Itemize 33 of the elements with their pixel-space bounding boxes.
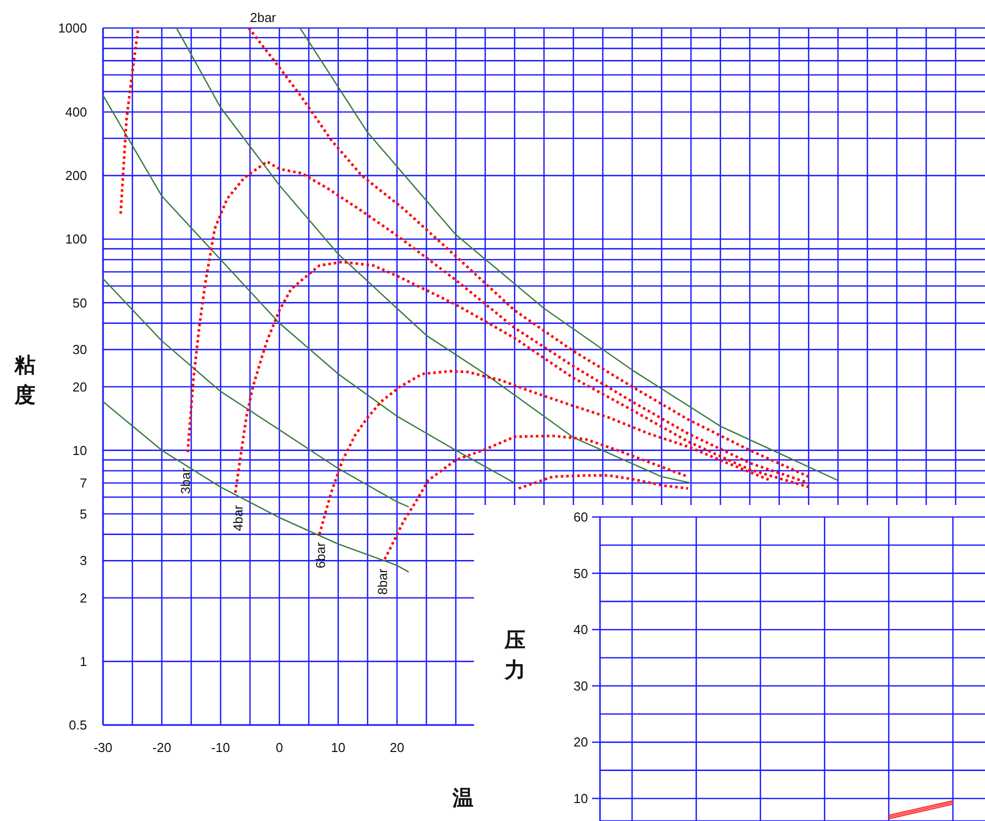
annotation: 8bar — [374, 568, 390, 595]
y-tick-label: 100 — [65, 232, 87, 247]
y-tick-label: 400 — [65, 104, 87, 120]
x-tick-label: -20 — [152, 740, 172, 755]
y-tick-label: 60 — [574, 510, 588, 525]
y-tick-label: 0.5 — [68, 718, 87, 733]
annotation: 4bar — [230, 504, 246, 532]
x-tick-label: 10 — [330, 740, 346, 755]
x-tick-label: 20 — [390, 740, 404, 755]
y-tick-label: 30 — [72, 342, 87, 358]
x-axis-title: 温 — [452, 786, 474, 810]
y-tick-label: 20 — [72, 379, 87, 394]
annotation: 3bar — [178, 467, 193, 494]
y-tick-label: 10 — [72, 442, 87, 458]
text: 2bar — [250, 10, 277, 25]
y-tick-label: 2 — [80, 590, 87, 606]
y-tick-label: 7 — [80, 476, 87, 491]
x-tick-label: 0 — [276, 740, 284, 755]
annotation: 6bar — [313, 542, 328, 568]
y-tick-label: 30 — [574, 678, 588, 694]
x-tick-label: -30 — [94, 740, 112, 755]
y-axis-title: 粘度 — [14, 353, 36, 407]
y-tick-label: 40 — [574, 622, 588, 638]
y-tick-label: 5 — [80, 506, 87, 522]
y-tick-label: 200 — [65, 168, 87, 184]
y-tick-label: 10 — [574, 791, 588, 806]
y-tick-label: 3 — [80, 553, 87, 568]
y-tick-label: 1 — [80, 654, 87, 669]
y-tick-label: 1000 — [58, 20, 87, 36]
y-axis-title: 压力 — [504, 628, 526, 682]
x-tick-label: -10 — [211, 740, 230, 755]
y-tick-label: 50 — [72, 295, 87, 310]
y-tick-label: 50 — [574, 566, 588, 581]
